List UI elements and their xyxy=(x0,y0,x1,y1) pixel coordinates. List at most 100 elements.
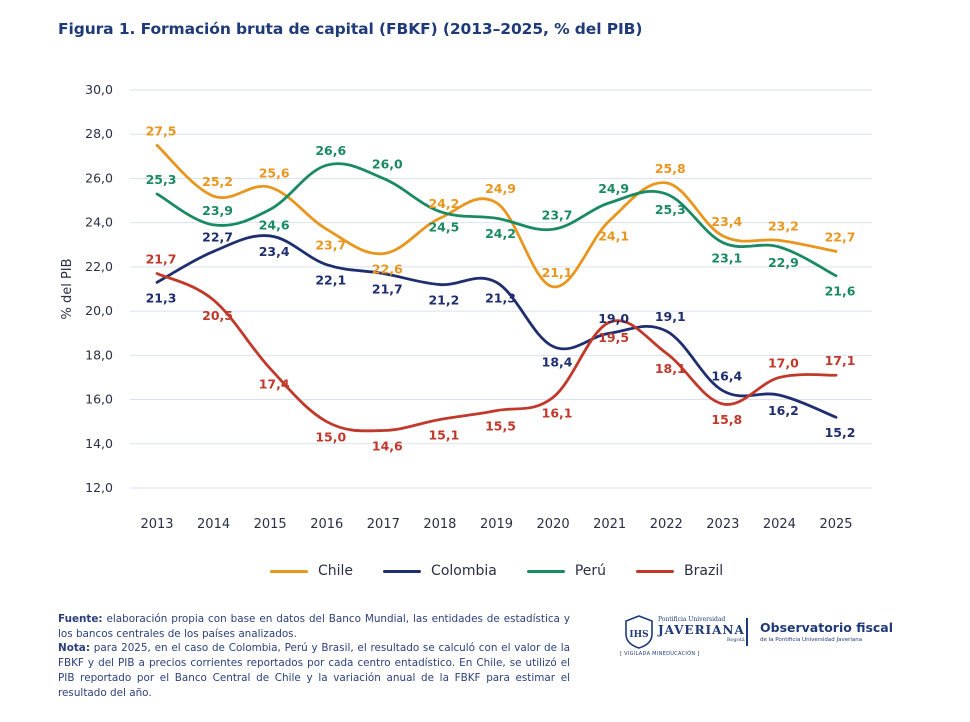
legend-label: Brazil xyxy=(684,563,724,579)
data-label-brazil: 16,1 xyxy=(542,405,573,420)
data-label-colombia: 21,7 xyxy=(372,282,403,297)
data-label-chile: 25,2 xyxy=(202,174,233,189)
y-axis: 12,0 14,0 16,0 18,0 20,0 22,0 24,0 26,0 28,0 30,0… xyxy=(60,82,113,495)
y-tick-label: 16,0 xyxy=(85,392,113,407)
data-label-brazil: 17,0 xyxy=(768,355,799,370)
x-tick-label: 2015 xyxy=(254,517,287,532)
legend-swatch xyxy=(636,569,675,573)
y-tick-label: 24,0 xyxy=(85,215,113,230)
data-label-colombia: 22,1 xyxy=(315,273,346,288)
data-label-chile: 25,6 xyxy=(259,165,290,180)
data-label-perú: 24,2 xyxy=(485,226,516,241)
logos: IHS Pontificia Universidad JAVERIANA Bog… xyxy=(620,610,920,660)
x-tick-label: 2025 xyxy=(819,517,852,532)
data-label-colombia: 18,4 xyxy=(542,354,573,369)
y-tick-label: 30,0 xyxy=(85,82,113,97)
x-tick-label: 2013 xyxy=(140,517,173,532)
y-tick-label: 22,0 xyxy=(85,259,113,274)
data-label-chile: 25,8 xyxy=(655,161,686,176)
x-tick-label: 2022 xyxy=(650,517,683,532)
y-axis-label: % del PIB xyxy=(60,258,75,319)
y-tick-label: 20,0 xyxy=(85,303,113,318)
data-label-perú: 24,9 xyxy=(598,181,629,196)
line-chart: 12,0 14,0 16,0 18,0 20,0 22,0 24,0 26,0 28,0 30,0… xyxy=(60,82,872,532)
pu-city-text: Bogotá xyxy=(726,637,745,643)
x-tick-label: 2020 xyxy=(537,517,570,532)
data-label-colombia: 15,2 xyxy=(825,425,856,440)
data-label-chile: 27,5 xyxy=(146,123,177,138)
data-label-chile: 23,7 xyxy=(315,237,346,252)
pu-motto-text: [ VIGILADA MINEDUCACIÓN ] xyxy=(620,651,700,657)
note-text: para 2025, en el caso de Colombia, Perú … xyxy=(58,642,570,699)
data-label-perú: 21,6 xyxy=(825,284,856,299)
x-tick-label: 2018 xyxy=(423,517,456,532)
data-labels: 27,5 25,2 25,6 23,7 22,6 24,2 24,9 21,1 24,1 25,8… xyxy=(146,123,856,453)
x-tick-label: 2016 xyxy=(310,517,343,532)
data-label-chile: 21,1 xyxy=(542,265,573,280)
series-line-chile xyxy=(155,143,838,289)
legend-item: Chile xyxy=(270,563,353,579)
data-label-perú: 26,0 xyxy=(372,156,403,171)
data-label-brazil: 15,1 xyxy=(428,427,459,442)
data-label-colombia: 21,2 xyxy=(428,293,459,308)
data-label-colombia: 23,4 xyxy=(259,244,290,259)
legend-item: Perú xyxy=(526,563,607,579)
pu-big-text: JAVERIANA xyxy=(658,623,745,637)
data-label-colombia: 19,1 xyxy=(655,309,686,324)
data-label-brazil: 19,5 xyxy=(598,330,629,345)
data-label-perú: 22,9 xyxy=(768,255,799,270)
data-label-perú: 23,1 xyxy=(711,251,742,266)
data-label-brazil: 21,7 xyxy=(146,252,177,267)
data-label-brazil: 20,5 xyxy=(202,308,233,323)
y-tick-label: 12,0 xyxy=(85,480,113,495)
svg-text:IHS: IHS xyxy=(629,630,648,640)
source-text: elaboración propia con base en datos del… xyxy=(58,613,570,640)
legend-item: Brazil xyxy=(636,563,723,579)
data-label-colombia: 21,3 xyxy=(146,290,177,305)
x-tick-label: 2014 xyxy=(197,517,230,532)
data-label-brazil: 15,0 xyxy=(315,430,346,445)
data-label-brazil: 15,8 xyxy=(711,412,742,427)
pu-small-text: Pontificia Universidad xyxy=(658,616,726,623)
gridlines xyxy=(130,89,872,489)
legend-swatch xyxy=(383,569,422,573)
data-label-colombia: 16,2 xyxy=(768,403,799,418)
x-tick-label: 2019 xyxy=(480,517,513,532)
javeriana-wordmark: Pontificia Universidad JAVERIANA Bogotá xyxy=(658,616,745,643)
series-lines xyxy=(155,143,838,433)
note-label: Nota: xyxy=(58,642,90,655)
data-label-perú: 24,5 xyxy=(428,220,459,235)
data-label-chile: 24,1 xyxy=(598,228,629,243)
y-tick-label: 18,0 xyxy=(85,347,113,362)
x-tick-label: 2024 xyxy=(763,517,796,532)
legend-item: Colombia xyxy=(383,563,497,579)
chart-title: Figura 1. Formación bruta de capital (FB… xyxy=(58,20,643,38)
data-label-chile: 22,6 xyxy=(372,262,403,277)
observatorio-title: Observatorio fiscal xyxy=(760,620,894,635)
data-label-brazil: 17,1 xyxy=(825,353,856,368)
data-label-perú: 24,6 xyxy=(259,217,290,232)
x-tick-label: 2021 xyxy=(593,517,626,532)
data-label-perú: 25,3 xyxy=(655,202,686,217)
y-tick-label: 14,0 xyxy=(85,436,113,451)
data-label-colombia: 16,4 xyxy=(711,369,742,384)
logo-divider xyxy=(746,618,748,646)
data-label-chile: 23,2 xyxy=(768,218,799,233)
javeriana-shield-icon: IHS xyxy=(625,615,653,649)
legend-label: Colombia xyxy=(431,563,497,579)
legend-swatch xyxy=(526,569,565,573)
data-label-chile: 23,4 xyxy=(711,214,742,229)
y-tick-label: 28,0 xyxy=(85,126,113,141)
x-tick-label: 2017 xyxy=(367,517,400,532)
data-label-colombia: 19,0 xyxy=(598,311,629,326)
data-label-chile: 22,7 xyxy=(825,229,856,244)
source-label: Fuente: xyxy=(58,613,103,625)
x-tick-label: 2023 xyxy=(706,517,739,532)
data-label-perú: 23,9 xyxy=(202,203,233,218)
legend-swatch xyxy=(270,569,308,573)
series-line-brazil xyxy=(155,272,838,433)
legend-label: Perú xyxy=(574,563,607,579)
legend-label: Chile xyxy=(318,563,354,579)
y-tick-label: 26,0 xyxy=(85,170,113,185)
data-label-brazil: 14,6 xyxy=(372,439,403,454)
